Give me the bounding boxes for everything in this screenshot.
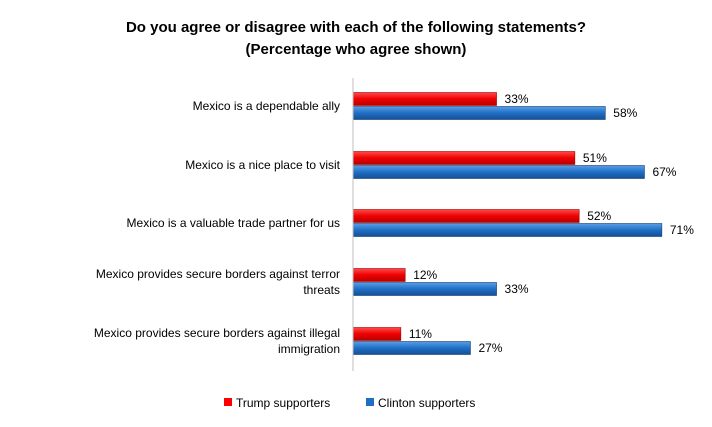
value-label-clinton-supporters-5: 27% [478,341,502,355]
category-labels: Mexico is a dependable ally Mexico is a n… [94,99,341,356]
category-label-2: Mexico is a nice place to visit [185,158,340,172]
value-label-trump-supporters-5: 11% [409,327,432,341]
value-label-trump-supporters-1: 33% [505,92,529,106]
legend: Trump supporters Clinton supporters [224,396,475,410]
category-label-5-line-2: immigration [278,342,340,356]
value-labels: 33% 51% 52% 12% 11% 58% 67% 71% 33% 27% [409,92,694,355]
value-label-clinton-supporters-2: 67% [652,165,676,179]
value-label-trump-supporters-3: 52% [587,209,611,223]
bar-clinton-supporters-3 [352,223,663,237]
bar-trump-supporters-2 [352,151,576,165]
value-label-trump-supporters-2: 51% [583,151,607,165]
category-label-4-line-1: Mexico provides secure borders against t… [96,267,340,281]
value-label-trump-supporters-4: 12% [413,268,437,282]
value-label-clinton-supporters-3: 71% [670,223,694,237]
category-label-5-line-1: Mexico provides secure borders against i… [94,326,340,340]
bar-trump-supporters-5 [352,327,402,341]
bar-clinton-supporters-1 [352,106,606,120]
legend-swatch-clinton-supporters [366,398,374,406]
bar-clinton-supporters-2 [352,165,645,179]
bar-clinton-supporters-4 [352,282,497,296]
bar-trump-supporters-4 [352,268,406,282]
chart-subtitle: (Percentage who agree shown) [246,41,467,58]
legend-swatch-trump-supporters [224,398,232,406]
category-label-4-line-2: threats [303,283,340,297]
bar-trump-supporters-3 [352,209,580,223]
bar-trump-supporters-1 [352,92,497,106]
value-label-clinton-supporters-1: 58% [613,106,637,120]
legend-label-clinton-supporters: Clinton supporters [378,396,475,410]
bars [352,92,663,355]
bar-clinton-supporters-5 [352,341,471,355]
category-label-3: Mexico is a valuable trade partner for u… [127,216,340,230]
chart-title: Do you agree or disagree with each of th… [126,19,586,36]
category-label-1: Mexico is a dependable ally [193,99,340,113]
value-label-clinton-supporters-4: 33% [505,282,529,296]
legend-label-trump-supporters: Trump supporters [236,396,330,410]
